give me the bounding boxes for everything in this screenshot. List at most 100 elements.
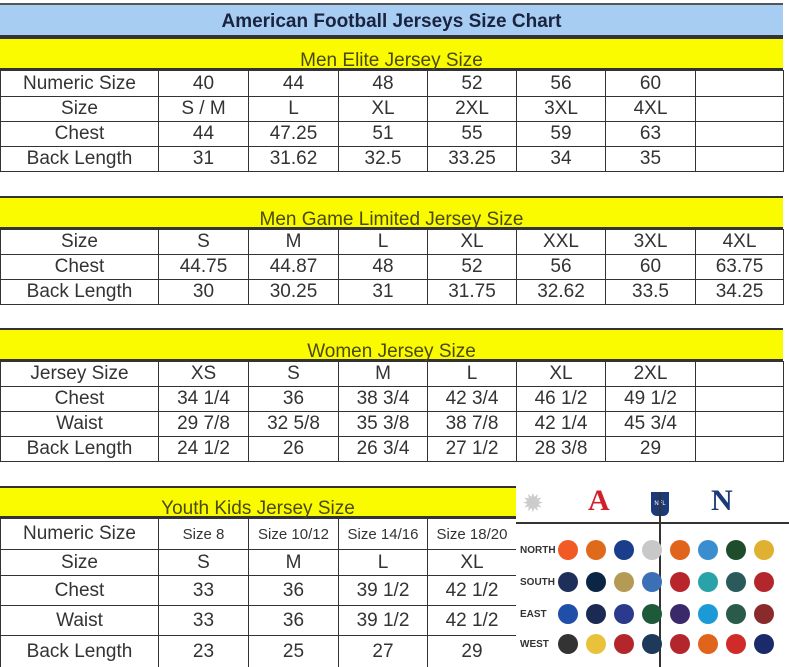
table-cell: Size 14/16 [338, 518, 428, 550]
afc-logo-icon: A [588, 484, 610, 517]
table-row: Waist 33 36 39 1/2 42 1/2 [0, 605, 517, 636]
dolphins-logo-icon [698, 572, 718, 592]
table-row: Chest 44.75 44.87 48 52 56 60 63.75 [0, 254, 784, 280]
table-cell: 47.25 [248, 121, 339, 147]
chart-title: American Football Jerseys Size Chart [0, 3, 783, 37]
table-cell: 29 [427, 635, 517, 667]
table-row: Chest 44 47.25 51 55 59 63 [0, 121, 784, 147]
nfl-shield-grey-icon: ✹ [522, 488, 544, 518]
table-cell: 2XL [605, 361, 696, 387]
table-cell: 35 3/8 [338, 411, 428, 437]
table-cell: 31 [158, 146, 249, 172]
table-cell: M [338, 361, 428, 387]
table-cell: 29 [605, 436, 696, 462]
nfc-logo-icon: N [711, 484, 733, 517]
table-cell: 2XL [427, 96, 517, 122]
row-label: Jersey Size [0, 361, 159, 387]
panthers-logo-icon [698, 604, 718, 624]
raiders-logo-icon [558, 634, 578, 654]
bengals-logo-icon [558, 540, 578, 560]
buccaneers-logo-icon [754, 572, 774, 592]
table-cell [695, 411, 784, 437]
table-cell: 44.75 [158, 254, 249, 280]
table-row: Jersey Size XS S M L XL 2XL [0, 361, 784, 387]
divider [516, 522, 789, 524]
table-cell: XS [158, 361, 249, 387]
row-label: Back Length [0, 635, 159, 667]
table-cell: 35 [605, 146, 696, 172]
table-cell: 31.62 [248, 146, 339, 172]
falcons-logo-icon [670, 572, 690, 592]
table-row: Back Length 23 25 27 29 [0, 635, 517, 667]
table-cell: 42 1/2 [427, 605, 517, 636]
table-row: Size S M L XL [0, 549, 517, 576]
section-heading: Men Elite Jersey Size [0, 37, 783, 71]
chiefs-logo-icon [726, 634, 746, 654]
table-cell: 56 [516, 70, 606, 97]
table-cell: 48 [338, 70, 428, 97]
redskins-logo-icon [754, 604, 774, 624]
table-cell: 63.75 [695, 254, 784, 280]
table-cell: 38 7/8 [427, 411, 517, 437]
table-cell: 39 1/2 [338, 575, 428, 606]
table-cell: M [248, 549, 339, 576]
row-label: Waist [0, 605, 159, 636]
row-label: Size [0, 96, 159, 122]
table-cell: 25 [248, 635, 339, 667]
table-cell: 56 [516, 254, 606, 280]
table-cell: 44 [248, 70, 339, 97]
table-cell: 44.87 [248, 254, 339, 280]
table-cell: 60 [605, 70, 696, 97]
chargers-logo-icon [586, 634, 606, 654]
table-cell: 36 [248, 605, 339, 636]
table-row: Waist 29 7/8 32 5/8 35 3/8 38 7/8 42 1/4 45 3/… [0, 411, 784, 437]
division-label: SOUTH [520, 577, 555, 588]
table-cell: 24 1/2 [158, 436, 249, 462]
division-label: EAST [520, 609, 547, 620]
table-cell: 3XL [605, 229, 696, 255]
table-cell: 42 3/4 [427, 386, 517, 412]
row-label: Back Length [0, 436, 159, 462]
table-row: Back Length 31 31.62 32.5 33.25 34 35 [0, 146, 784, 172]
bears-logo-icon [670, 540, 690, 560]
table-cell: 31 [338, 279, 428, 305]
table-cell: 27 1/2 [427, 436, 517, 462]
table-cell: 34.25 [695, 279, 784, 305]
table-cell: S [248, 361, 339, 387]
size-table: Size S M L XL XXL 3XL 4XL Chest 44.75 44.87 48 52 56 6… [0, 229, 784, 305]
table-cell: 33 [158, 575, 249, 606]
table-cell: 32.5 [338, 146, 428, 172]
rams-logo-icon [754, 634, 774, 654]
row-label: Chest [0, 254, 159, 280]
row-label: Waist [0, 411, 159, 437]
table-cell: 33.5 [605, 279, 696, 305]
cowboys-logo-icon [558, 572, 578, 592]
table-cell: 42 1/4 [516, 411, 606, 437]
table-cell [695, 70, 784, 97]
table-cell: 32 5/8 [248, 411, 339, 437]
browns-logo-icon [586, 540, 606, 560]
lions-logo-icon [698, 540, 718, 560]
size-table: Numeric Size 40 44 48 52 56 60 Size S / M L XL 2XL 3… [0, 70, 784, 172]
row-label: Numeric Size [0, 70, 159, 97]
table-cell: L [338, 549, 428, 576]
titans-logo-icon [642, 572, 662, 592]
table-cell: 4XL [605, 96, 696, 122]
table-cell [695, 386, 784, 412]
49ers-logo-icon [614, 634, 634, 654]
table-cell: 32.62 [516, 279, 606, 305]
section-heading: Men Game Limited Jersey Size [0, 196, 783, 230]
table-row: Size S M L XL XXL 3XL 4XL [0, 229, 784, 255]
table-cell: 52 [427, 254, 517, 280]
broncos-logo-icon [698, 634, 718, 654]
size-table: Numeric Size Size 8 Size 10/12 Size 14/16 Si… [0, 518, 517, 667]
table-cell: 23 [158, 635, 249, 667]
table-cell: 59 [516, 121, 606, 147]
table-row: Back Length 24 1/2 26 26 3/4 27 1/2 28 3/8 29 [0, 436, 784, 462]
table-cell [695, 361, 784, 387]
section-heading: Youth Kids Jersey Size [0, 486, 516, 519]
jaguars-logo-icon [726, 572, 746, 592]
table-cell [695, 121, 784, 147]
